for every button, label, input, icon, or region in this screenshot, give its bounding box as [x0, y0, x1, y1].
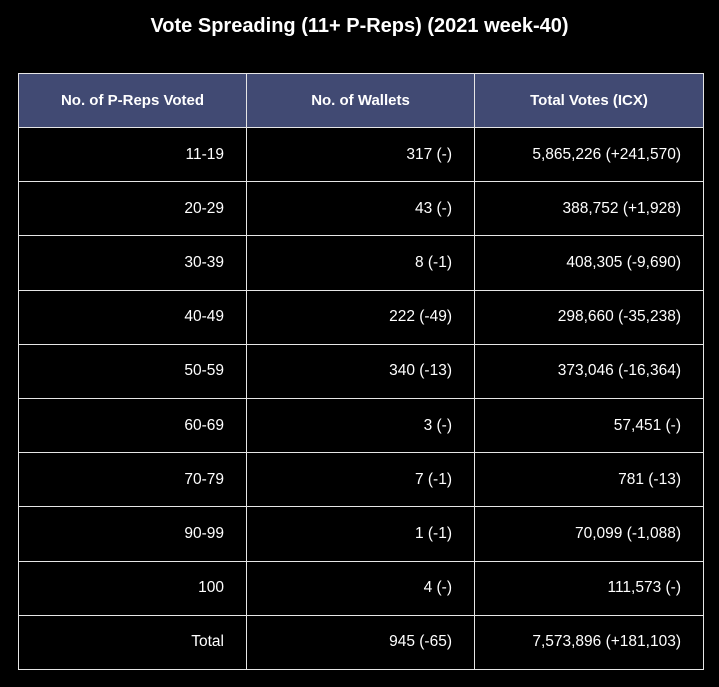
- table-row: 50-59 340 (-13) 373,046 (-16,364): [18, 343, 704, 399]
- cell-total-votes: 298,660 (-35,238): [474, 289, 704, 345]
- cell-preps-voted: Total: [18, 614, 247, 670]
- vote-spreading-table: No. of P-Reps Voted No. of Wallets Total…: [18, 73, 704, 670]
- table-row: 70-79 7 (-1) 781 (-13): [18, 452, 704, 508]
- cell-wallets: 945 (-65): [246, 614, 475, 670]
- table-row: 40-49 222 (-49) 298,660 (-35,238): [18, 289, 704, 345]
- cell-preps-voted: 20-29: [18, 181, 247, 237]
- cell-total-votes: 57,451 (-): [474, 397, 704, 454]
- cell-wallets: 8 (-1): [246, 235, 475, 291]
- cell-wallets: 43 (-): [246, 181, 475, 237]
- table-total-row: Total 945 (-65) 7,573,896 (+181,103): [18, 614, 704, 670]
- cell-wallets: 3 (-): [246, 397, 475, 454]
- cell-total-votes: 408,305 (-9,690): [474, 235, 704, 291]
- cell-preps-voted: 40-49: [18, 289, 247, 345]
- cell-total-votes: 781 (-13): [474, 452, 704, 508]
- cell-total-votes: 70,099 (-1,088): [474, 506, 704, 562]
- table-row: 100 4 (-) 111,573 (-): [18, 560, 704, 616]
- cell-wallets: 1 (-1): [246, 506, 475, 562]
- cell-preps-voted: 60-69: [18, 397, 247, 454]
- cell-wallets: 4 (-): [246, 560, 475, 616]
- cell-total-votes: 5,865,226 (+241,570): [474, 126, 704, 183]
- column-header-total-votes: Total Votes (ICX): [474, 73, 704, 128]
- cell-preps-voted: 100: [18, 560, 247, 616]
- column-header-wallets: No. of Wallets: [246, 73, 475, 128]
- table-row: 20-29 43 (-) 388,752 (+1,928): [18, 181, 704, 237]
- cell-total-votes: 111,573 (-): [474, 560, 704, 616]
- cell-total-votes: 7,573,896 (+181,103): [474, 614, 704, 670]
- cell-preps-voted: 50-59: [18, 343, 247, 399]
- cell-total-votes: 388,752 (+1,928): [474, 181, 704, 237]
- table-body: 11-19 317 (-) 5,865,226 (+241,570) 20-29 43 …: [18, 126, 704, 670]
- table-row: 30-39 8 (-1) 408,305 (-9,690): [18, 235, 704, 291]
- cell-preps-voted: 90-99: [18, 506, 247, 562]
- cell-wallets: 222 (-49): [246, 289, 475, 345]
- cell-wallets: 7 (-1): [246, 452, 475, 508]
- table-row: 90-99 1 (-1) 70,099 (-1,088): [18, 506, 704, 562]
- cell-wallets: 317 (-): [246, 126, 475, 183]
- cell-total-votes: 373,046 (-16,364): [474, 343, 704, 399]
- table-row: 60-69 3 (-) 57,451 (-): [18, 397, 704, 454]
- cell-preps-voted: 11-19: [18, 126, 247, 183]
- column-header-preps-voted: No. of P-Reps Voted: [18, 73, 247, 128]
- table-header-row: No. of P-Reps Voted No. of Wallets Total…: [18, 73, 704, 128]
- table-row: 11-19 317 (-) 5,865,226 (+241,570): [18, 126, 704, 183]
- cell-preps-voted: 30-39: [18, 235, 247, 291]
- cell-wallets: 340 (-13): [246, 343, 475, 399]
- cell-preps-voted: 70-79: [18, 452, 247, 508]
- chart-title: Vote Spreading (11+ P-Reps) (2021 week-4…: [150, 15, 569, 37]
